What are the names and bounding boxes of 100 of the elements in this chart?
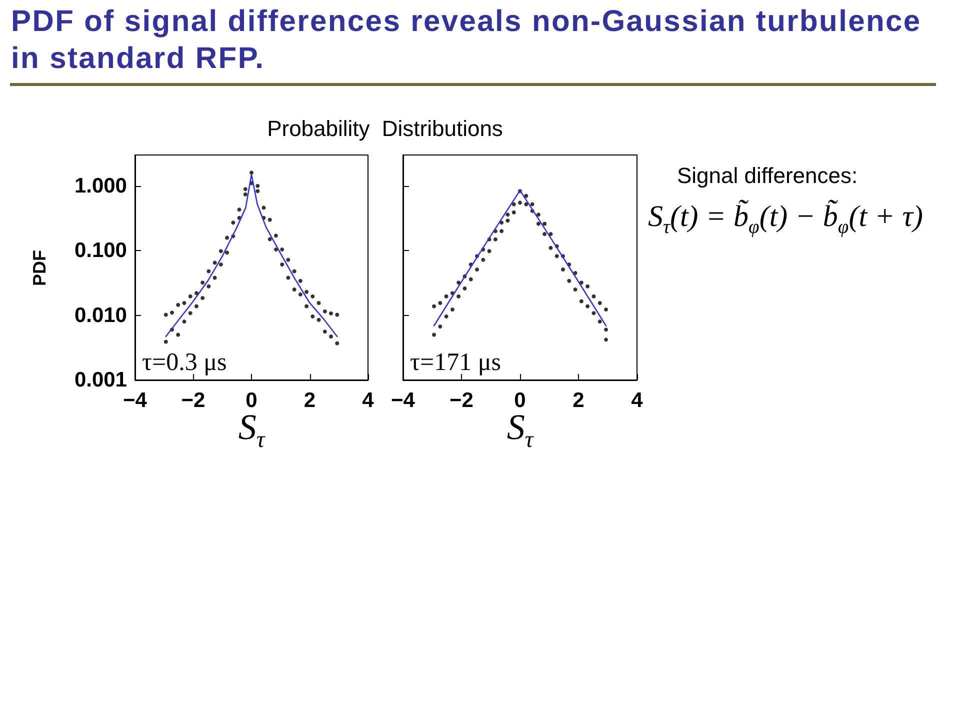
point bbox=[188, 294, 192, 298]
x-tick-label: −4 bbox=[123, 389, 148, 412]
point bbox=[432, 332, 436, 337]
point bbox=[536, 222, 540, 226]
point bbox=[268, 237, 272, 242]
point bbox=[604, 338, 608, 342]
point bbox=[268, 218, 272, 222]
point bbox=[500, 229, 504, 234]
point bbox=[329, 334, 334, 339]
point bbox=[586, 304, 590, 308]
point bbox=[274, 247, 278, 252]
point bbox=[200, 280, 205, 285]
point bbox=[225, 236, 230, 240]
point bbox=[206, 284, 211, 288]
point bbox=[530, 202, 534, 206]
y-tick-label: 0.100 bbox=[74, 239, 127, 262]
point bbox=[468, 277, 473, 282]
point bbox=[542, 222, 547, 226]
point bbox=[176, 332, 180, 337]
point bbox=[536, 212, 540, 217]
x-tick-label: −4 bbox=[391, 389, 416, 412]
point bbox=[432, 304, 436, 308]
point bbox=[212, 260, 217, 265]
point bbox=[188, 311, 192, 316]
point bbox=[462, 286, 467, 290]
point bbox=[438, 300, 442, 305]
point bbox=[322, 309, 327, 314]
point bbox=[438, 324, 442, 329]
point bbox=[567, 278, 572, 283]
point bbox=[243, 187, 248, 192]
point bbox=[316, 300, 321, 305]
point bbox=[176, 302, 180, 307]
point bbox=[304, 290, 309, 294]
point bbox=[206, 269, 211, 274]
x-tick-label: 4 bbox=[362, 389, 374, 412]
x-tick-label: 2 bbox=[572, 389, 584, 412]
point bbox=[475, 268, 480, 272]
point bbox=[274, 234, 278, 238]
point bbox=[579, 280, 584, 285]
point bbox=[218, 262, 223, 266]
point bbox=[335, 312, 340, 317]
point bbox=[225, 250, 230, 255]
point bbox=[554, 254, 559, 258]
point bbox=[262, 206, 266, 210]
text: Signal differences: bbox=[677, 163, 858, 189]
point bbox=[456, 280, 461, 285]
point bbox=[286, 276, 290, 280]
point bbox=[506, 218, 510, 223]
point bbox=[298, 278, 302, 283]
point bbox=[182, 320, 186, 324]
x-tick-label: −2 bbox=[181, 389, 206, 412]
point bbox=[292, 288, 296, 292]
point bbox=[182, 300, 186, 305]
point bbox=[292, 269, 296, 274]
point bbox=[512, 202, 516, 206]
point bbox=[329, 311, 334, 316]
point bbox=[604, 307, 608, 312]
point bbox=[280, 262, 284, 266]
point bbox=[512, 210, 516, 214]
point bbox=[218, 249, 223, 254]
point bbox=[170, 310, 174, 315]
y-axis-title: PDF bbox=[30, 250, 50, 286]
point bbox=[481, 258, 486, 262]
point bbox=[164, 312, 168, 317]
point bbox=[237, 208, 242, 212]
point bbox=[310, 294, 315, 298]
point bbox=[316, 318, 321, 322]
point bbox=[506, 212, 510, 217]
text: S$_{τ}$(t) = b̃$_{φ}$(t) − b̃$_{φ}$(t + τ) bbox=[648, 200, 923, 239]
point bbox=[298, 292, 302, 296]
point bbox=[200, 296, 205, 300]
point bbox=[444, 294, 448, 298]
point bbox=[310, 314, 315, 318]
point bbox=[548, 246, 553, 250]
point bbox=[450, 307, 454, 312]
point bbox=[573, 288, 578, 292]
point bbox=[561, 268, 565, 272]
point bbox=[286, 258, 290, 262]
point bbox=[243, 192, 248, 196]
x-tick-label: 2 bbox=[304, 389, 316, 412]
x-tick-label: 4 bbox=[631, 389, 644, 412]
point bbox=[592, 294, 596, 298]
point bbox=[542, 232, 547, 236]
y-tick-label: 0.001 bbox=[74, 368, 128, 392]
y-tick-label: 1.000 bbox=[74, 174, 127, 198]
point bbox=[524, 202, 528, 206]
x-tick-label: −2 bbox=[450, 389, 474, 412]
point bbox=[212, 276, 217, 280]
text: PDF of signal differences reveals non-Gaussian turbulence in standard RFP. bbox=[11, 4, 922, 77]
point bbox=[518, 200, 522, 205]
point bbox=[250, 170, 254, 175]
point bbox=[256, 189, 260, 194]
point bbox=[304, 304, 309, 308]
point bbox=[194, 304, 198, 308]
point bbox=[322, 330, 327, 334]
point bbox=[194, 291, 198, 296]
y-tick-label: 0.010 bbox=[74, 304, 127, 327]
point bbox=[604, 328, 608, 332]
point bbox=[592, 311, 596, 316]
point bbox=[598, 300, 602, 305]
